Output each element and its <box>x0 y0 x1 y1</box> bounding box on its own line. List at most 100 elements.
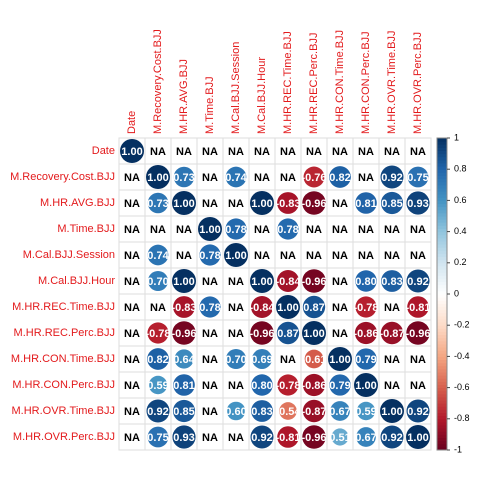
cell <box>196 267 224 295</box>
cell <box>404 345 432 373</box>
value-label: NA <box>228 380 244 392</box>
value-label: -0.83 <box>275 198 300 210</box>
colorbar-segment <box>437 272 447 276</box>
corr-circle <box>302 295 326 319</box>
cell <box>248 215 276 243</box>
cell <box>274 137 302 165</box>
value-label: 0.83 <box>381 276 402 288</box>
colorbar-segment <box>437 340 447 345</box>
value-label: NA <box>176 146 192 158</box>
colorbar-tick-label: 0.4 <box>454 226 467 236</box>
colorbar-segment <box>437 437 447 442</box>
corr-circle <box>277 270 299 292</box>
corr-circle <box>355 270 377 292</box>
value-label: NA <box>358 224 374 236</box>
cell <box>378 293 406 321</box>
colorbar-segment <box>437 250 447 254</box>
colorbar-segment <box>437 138 447 142</box>
corr-circle <box>146 399 170 423</box>
corr-circle <box>173 296 195 318</box>
column-label: M.Cal.BJJ.Session <box>230 42 242 134</box>
corr-circle <box>147 244 169 266</box>
row-label: M.Recovery.Cost.BJJ <box>10 171 115 183</box>
corr-circle <box>148 375 168 395</box>
colorbar-segment <box>437 359 447 364</box>
value-label: NA <box>124 172 140 184</box>
value-label: NA <box>124 406 140 418</box>
value-label: 0.83 <box>251 406 272 418</box>
value-label: NA <box>150 224 166 236</box>
colorbar-segment <box>437 287 447 292</box>
value-label: NA <box>410 250 426 262</box>
colorbar-segment <box>437 331 447 336</box>
cell <box>352 215 380 243</box>
colorbar-segment <box>437 184 447 189</box>
cell <box>326 137 354 165</box>
corr-circle <box>173 166 195 188</box>
value-label: NA <box>332 250 348 262</box>
colorbar-segment <box>437 297 447 301</box>
value-label: NA <box>202 146 218 158</box>
value-label: NA <box>202 380 218 392</box>
colorbar-segment <box>437 203 447 208</box>
value-label: -0.96 <box>301 432 326 444</box>
colorbar-segment <box>437 303 447 307</box>
colorbar-segment <box>437 237 447 242</box>
corr-circle <box>120 139 144 163</box>
value-label: NA <box>176 250 192 262</box>
value-label: 1.00 <box>121 146 142 158</box>
colorbar-segment <box>437 418 447 423</box>
value-label: NA <box>124 354 140 366</box>
cell <box>326 241 354 269</box>
colorbar-segment <box>437 159 447 164</box>
colorbar-segment <box>437 428 447 432</box>
value-label: 0.80 <box>251 380 272 392</box>
colorbar-segment <box>437 431 447 435</box>
colorbar-segment <box>437 228 447 233</box>
value-label: NA <box>332 328 348 340</box>
cell <box>404 371 432 399</box>
value-label: NA <box>332 224 348 236</box>
value-label: 0.81 <box>173 380 194 392</box>
value-label: NA <box>202 172 218 184</box>
colorbar-segment <box>437 166 447 170</box>
value-label: -0.78 <box>145 328 170 340</box>
row-label: M.HR.REC.Perc.BJJ <box>14 327 115 339</box>
colorbar-segment <box>437 365 447 370</box>
value-label: -0.84 <box>249 302 275 314</box>
value-label: 1.00 <box>407 432 428 444</box>
corr-circle <box>354 373 378 397</box>
colorbar-segment <box>437 269 447 273</box>
corr-circle <box>199 296 221 318</box>
value-label: NA <box>332 146 348 158</box>
value-label: NA <box>124 224 140 236</box>
value-label: 0.82 <box>147 354 168 366</box>
colorbar-segment <box>437 219 447 223</box>
value-label: NA <box>384 354 400 366</box>
corr-circle <box>277 374 299 396</box>
value-label: 0.92 <box>381 172 402 184</box>
corr-circle <box>302 399 326 423</box>
colorbar-segment <box>437 400 447 404</box>
colorbar-segment <box>437 415 447 420</box>
colorbar-segment <box>437 406 447 410</box>
colorbar-tick-label: 0.6 <box>454 195 467 205</box>
value-label: -0.87 <box>379 328 404 340</box>
corr-circle <box>147 192 169 214</box>
value-label: NA <box>202 354 218 366</box>
column-label: M.Time.BJJ <box>204 76 216 134</box>
colorbar-segment <box>437 206 447 211</box>
corr-circle <box>277 218 299 240</box>
cell <box>170 241 198 269</box>
corr-circle <box>380 321 404 345</box>
cell <box>118 345 146 373</box>
colorbar-segment <box>437 284 447 289</box>
cell <box>274 241 302 269</box>
row-label: M.HR.REC.Time.BJJ <box>12 301 115 313</box>
value-label: 0.78 <box>277 224 298 236</box>
value-label: NA <box>202 328 218 340</box>
value-label: NA <box>384 224 400 236</box>
value-label: NA <box>202 198 218 210</box>
colorbar-segment <box>437 306 447 311</box>
cell <box>300 215 328 243</box>
